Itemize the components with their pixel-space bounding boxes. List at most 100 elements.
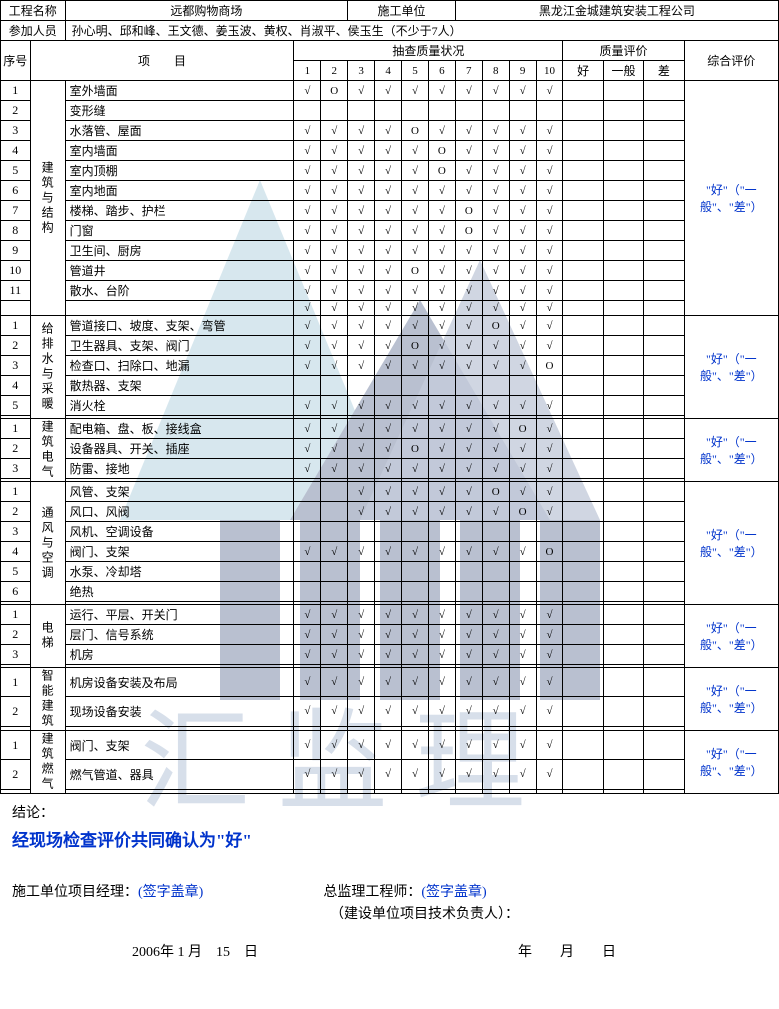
item-cell: 管道接口、坡度、支架、弯管 xyxy=(65,316,294,336)
check-cell: O xyxy=(509,419,536,439)
check-cell xyxy=(402,562,429,582)
qual-cell xyxy=(563,241,603,261)
check-cell: √ xyxy=(402,605,429,625)
check-cell: √ xyxy=(428,439,455,459)
check-cell: √ xyxy=(482,731,509,760)
qual-cell xyxy=(644,582,684,602)
check-cell: √ xyxy=(348,121,375,141)
check-cell xyxy=(294,502,321,522)
item-cell: 卫生间、厨房 xyxy=(65,241,294,261)
check-cell: √ xyxy=(536,605,563,625)
check-cell: √ xyxy=(294,261,321,281)
check-cell: √ xyxy=(321,336,348,356)
check-cell: √ xyxy=(536,668,563,697)
check-cell: √ xyxy=(455,161,482,181)
check-cell xyxy=(321,101,348,121)
qual-cell xyxy=(644,201,684,221)
check-cell: √ xyxy=(482,181,509,201)
check-cell xyxy=(455,522,482,542)
check-cell: √ xyxy=(482,760,509,789)
check-cell: √ xyxy=(294,301,321,316)
item-cell: 机房设备安装及布局 xyxy=(65,668,294,697)
check-cell: √ xyxy=(428,221,455,241)
check-cell: √ xyxy=(536,419,563,439)
check-cell: √ xyxy=(509,625,536,645)
check-cell: √ xyxy=(482,625,509,645)
qual-cell xyxy=(563,121,603,141)
qual-cell xyxy=(644,316,684,336)
check-cell: √ xyxy=(321,241,348,261)
check-cell: √ xyxy=(536,161,563,181)
check-cell: √ xyxy=(294,760,321,789)
seq-cell: 2 xyxy=(1,502,31,522)
seq-cell xyxy=(1,789,31,793)
qual-cell xyxy=(563,459,603,479)
check-cell xyxy=(482,101,509,121)
seq-cell: 6 xyxy=(1,181,31,201)
check-cell: √ xyxy=(536,316,563,336)
check-cell: √ xyxy=(509,241,536,261)
check-cell xyxy=(455,582,482,602)
check-cell: √ xyxy=(348,668,375,697)
check-cell: √ xyxy=(321,396,348,416)
check-cell: √ xyxy=(482,419,509,439)
qual-cell xyxy=(563,281,603,301)
check-cell: O xyxy=(402,336,429,356)
check-cell: √ xyxy=(536,760,563,789)
check-cell: √ xyxy=(348,697,375,726)
check-cell: √ xyxy=(375,697,402,726)
check-cell: √ xyxy=(428,625,455,645)
check-cell: √ xyxy=(402,181,429,201)
check-cell: √ xyxy=(402,161,429,181)
check-cell: √ xyxy=(455,141,482,161)
eval-cell: "好"（"一般"、"差"） xyxy=(684,605,778,668)
check-cell xyxy=(482,522,509,542)
qual-cell xyxy=(563,542,603,562)
check-cell xyxy=(455,101,482,121)
check-cell: √ xyxy=(321,181,348,201)
check-cell: √ xyxy=(536,439,563,459)
check-cell xyxy=(348,101,375,121)
check-cell: √ xyxy=(482,645,509,665)
check-cell: √ xyxy=(455,301,482,316)
qual-cell xyxy=(603,760,643,789)
item-cell: 散水、台阶 xyxy=(65,281,294,301)
check-cell: O xyxy=(509,502,536,522)
qual-cell xyxy=(644,439,684,459)
check-cell: √ xyxy=(428,81,455,101)
check-cell: √ xyxy=(321,697,348,726)
check-cell: √ xyxy=(455,482,482,502)
check-cell xyxy=(375,101,402,121)
seq-cell: 1 xyxy=(1,605,31,625)
check-cell: √ xyxy=(294,316,321,336)
check-cell xyxy=(375,376,402,396)
qual-cell xyxy=(644,281,684,301)
check-cell: √ xyxy=(375,419,402,439)
item-cell: 管道井 xyxy=(65,261,294,281)
check-cell: √ xyxy=(294,668,321,697)
check-cell: √ xyxy=(348,419,375,439)
check-cell xyxy=(509,582,536,602)
check-cell xyxy=(509,376,536,396)
check-cell: √ xyxy=(482,221,509,241)
qual-cell xyxy=(563,221,603,241)
qual-cell xyxy=(603,281,643,301)
check-cell: √ xyxy=(321,625,348,645)
check-cell: √ xyxy=(482,356,509,376)
check-cell: √ xyxy=(428,261,455,281)
seq-cell: 2 xyxy=(1,625,31,645)
check-cell: √ xyxy=(375,336,402,356)
date1: 2006年 1 月 15 日 xyxy=(132,941,258,961)
category-cell: 建筑燃气 xyxy=(30,731,65,794)
check-cell: √ xyxy=(294,356,321,376)
item-cell: 散热器、支架 xyxy=(65,376,294,396)
check-cell: √ xyxy=(321,161,348,181)
check-cell: √ xyxy=(428,668,455,697)
col-overall: 综合评价 xyxy=(684,41,778,81)
check-cell xyxy=(294,482,321,502)
check-cell: √ xyxy=(375,301,402,316)
sig3: （建设单位项目技术负责人）： xyxy=(330,903,767,923)
check-cell: √ xyxy=(509,336,536,356)
qual-cell xyxy=(563,336,603,356)
check-cell: √ xyxy=(455,419,482,439)
